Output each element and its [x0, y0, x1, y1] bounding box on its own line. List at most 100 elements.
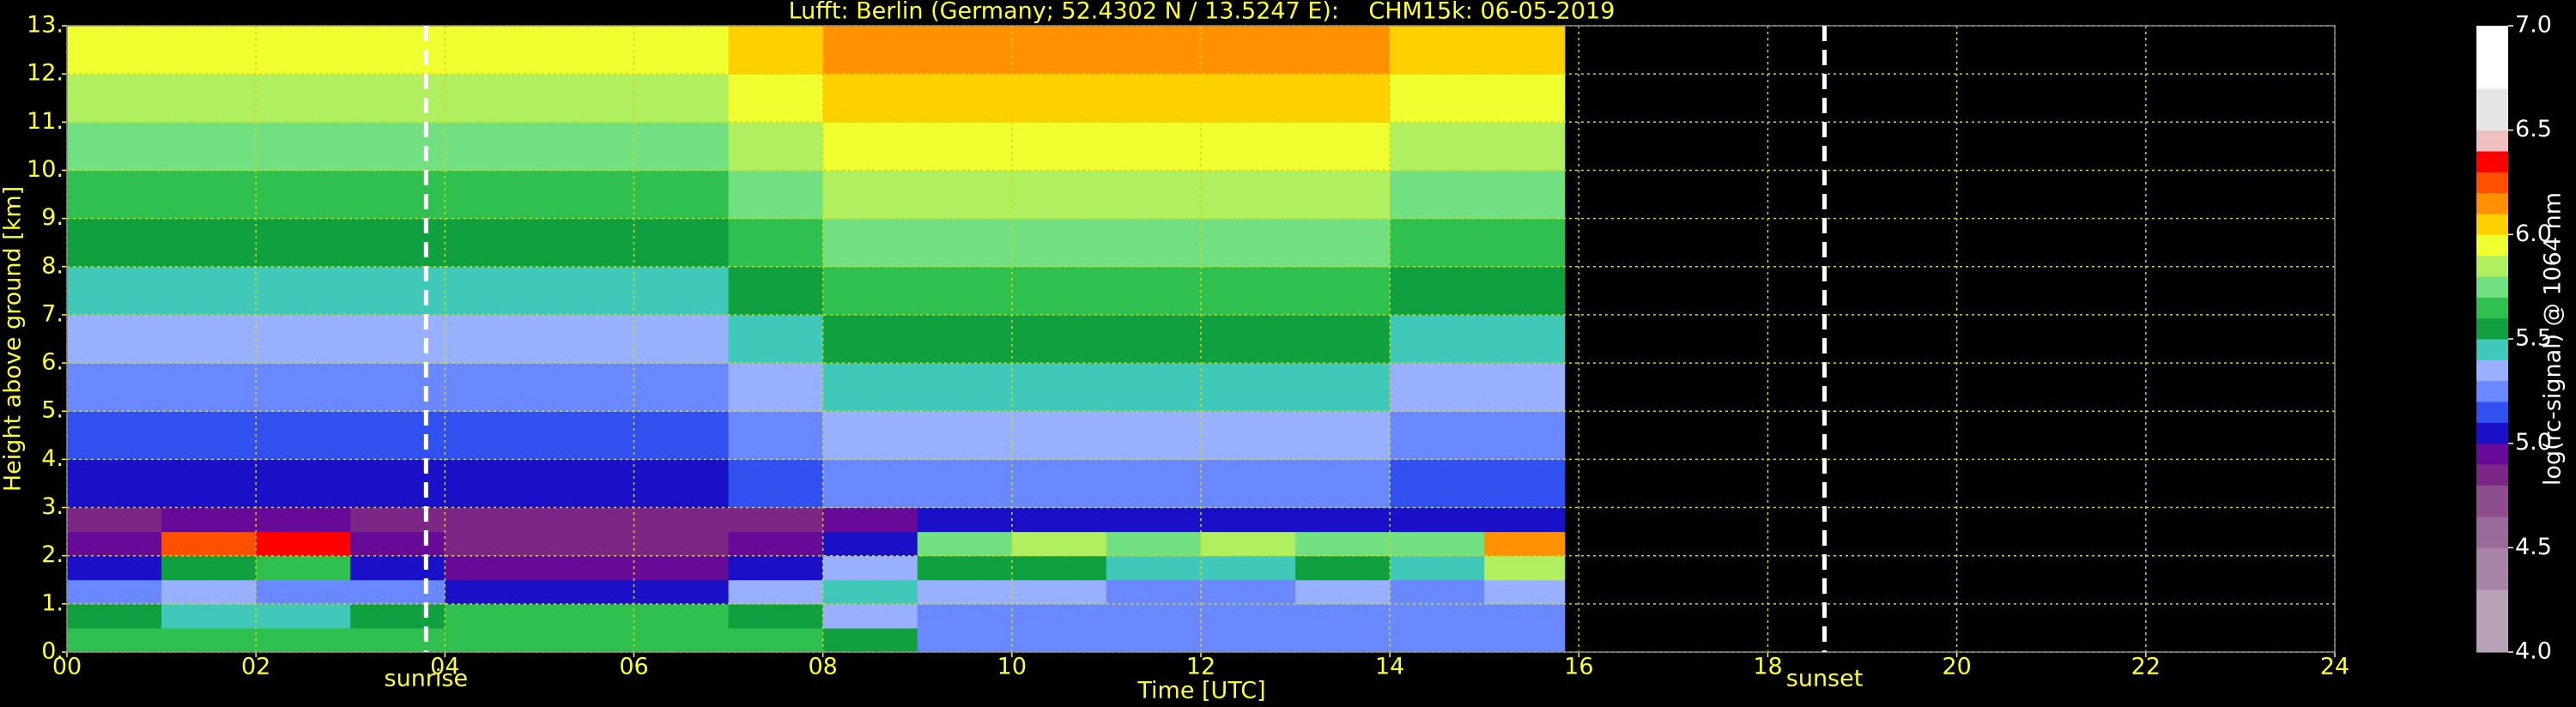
heatmap-cell [822, 555, 918, 581]
heatmap-cell [67, 363, 162, 412]
heatmap-cell [633, 603, 730, 629]
annotation-label: sunset [1786, 666, 1864, 692]
heatmap-cell [1390, 122, 1485, 171]
heatmap-cell [350, 170, 445, 220]
colorbar-tick-label: 6.5 [2515, 116, 2552, 142]
heatmap-cell [67, 603, 162, 629]
heatmap-cell [539, 603, 634, 629]
heatmap-cell [350, 627, 445, 653]
y-axis-label: Height above ground [km] [0, 186, 27, 492]
colorbar-tick-label: 4.0 [2515, 638, 2552, 665]
heatmap-cell [1390, 507, 1485, 533]
heatmap-cell [633, 122, 730, 171]
heatmap-cell [1011, 314, 1107, 364]
heatmap-cell [917, 363, 1013, 412]
heatmap-cell [539, 218, 634, 268]
heatmap-cell [1295, 459, 1391, 509]
heatmap-cell [1011, 459, 1107, 509]
heatmap-cell [1390, 218, 1485, 268]
heatmap-cell [1484, 218, 1566, 268]
heatmap-cell [633, 531, 730, 557]
heatmap-cell [539, 555, 634, 581]
heatmap-cell [1011, 122, 1107, 171]
heatmap-cell [350, 363, 445, 412]
y-tick-label: 1. [41, 589, 64, 616]
heatmap-cell [1106, 170, 1202, 220]
heatmap-cell [1011, 411, 1107, 460]
heatmap-cell [539, 411, 634, 460]
heatmap-cell [67, 507, 162, 533]
heatmap-cell [1201, 555, 1296, 581]
heatmap-cell [161, 314, 257, 364]
plot-frame [66, 25, 2336, 653]
colorbar-segment [2476, 297, 2508, 319]
heatmap-cell [67, 627, 162, 653]
colorbar-segment [2476, 130, 2508, 152]
heatmap-cell [1106, 459, 1202, 509]
x-tick-label: 02 [241, 654, 270, 680]
heatmap-cell [161, 170, 257, 220]
heatmap-cell [1484, 603, 1566, 629]
y-tick-label: 5. [41, 397, 64, 424]
y-tick-label: 12. [27, 60, 64, 87]
heatmap-cell [917, 459, 1013, 509]
heatmap-cell [1484, 122, 1566, 171]
heatmap-cell [633, 555, 730, 581]
heatmap-cell [350, 26, 445, 75]
heatmap-cell [633, 507, 730, 533]
y-tick-label: 3. [41, 493, 64, 520]
heatmap-cell [161, 627, 257, 653]
heatmap-cell [539, 531, 634, 557]
heatmap-cell [917, 218, 1013, 268]
heatmap-cell [67, 170, 162, 220]
annotation-label: sunrise [385, 666, 469, 692]
heatmap-cell [445, 603, 540, 629]
heatmap-cell [917, 507, 1013, 533]
x-tick-label: 12 [1186, 654, 1215, 680]
colorbar-tick-label: 5.5 [2515, 325, 2552, 352]
heatmap-cell [822, 459, 918, 509]
heatmap-cell [917, 266, 1013, 316]
heatmap-cell [1106, 74, 1202, 123]
heatmap-cell [1201, 507, 1296, 533]
heatmap-cell [67, 74, 162, 123]
colorbar-tick-label: 7.0 [2515, 12, 2552, 39]
colorbar-segment [2476, 255, 2508, 277]
heatmap-cell [1295, 555, 1391, 581]
heatmap-cell [1201, 627, 1296, 653]
heatmap-cell [256, 170, 351, 220]
heatmap-cell [1201, 122, 1296, 171]
heatmap-cell [917, 411, 1013, 460]
heatmap-cell [1011, 26, 1107, 75]
colorbar-tick-label: 4.5 [2515, 534, 2552, 560]
colorbar-segment [2476, 234, 2508, 257]
heatmap-cell [633, 363, 730, 412]
heatmap-cell [1390, 531, 1485, 557]
heatmap-cell [1011, 579, 1107, 605]
heatmap-cell [161, 603, 257, 629]
heatmap-cell [445, 170, 540, 220]
colorbar-segment [2476, 214, 2508, 235]
y-tick-label: 4. [41, 445, 64, 472]
heatmap-cell [917, 26, 1013, 75]
y-tick-label: 6. [41, 349, 64, 376]
heatmap-cell [1201, 26, 1296, 75]
heatmap-cell [1295, 266, 1391, 316]
heatmap-cell [1390, 74, 1485, 123]
heatmap-cell [728, 603, 824, 629]
heatmap-cell [445, 122, 540, 171]
heatmap-cell [1484, 26, 1566, 75]
colorbar-segment [2476, 516, 2508, 548]
x-tick-label: 14 [1375, 654, 1404, 680]
heatmap-cell [67, 122, 162, 171]
heatmap-cell [539, 122, 634, 171]
heatmap-cell [1484, 266, 1566, 316]
heatmap-cell [161, 26, 257, 75]
heatmap-cell [445, 314, 540, 364]
heatmap-cell [822, 266, 918, 316]
heatmap-cell [917, 74, 1013, 123]
heatmap-cell [256, 363, 351, 412]
x-tick-label: 00 [52, 654, 82, 680]
heatmap-cell [256, 26, 351, 75]
heatmap-cell [1295, 314, 1391, 364]
